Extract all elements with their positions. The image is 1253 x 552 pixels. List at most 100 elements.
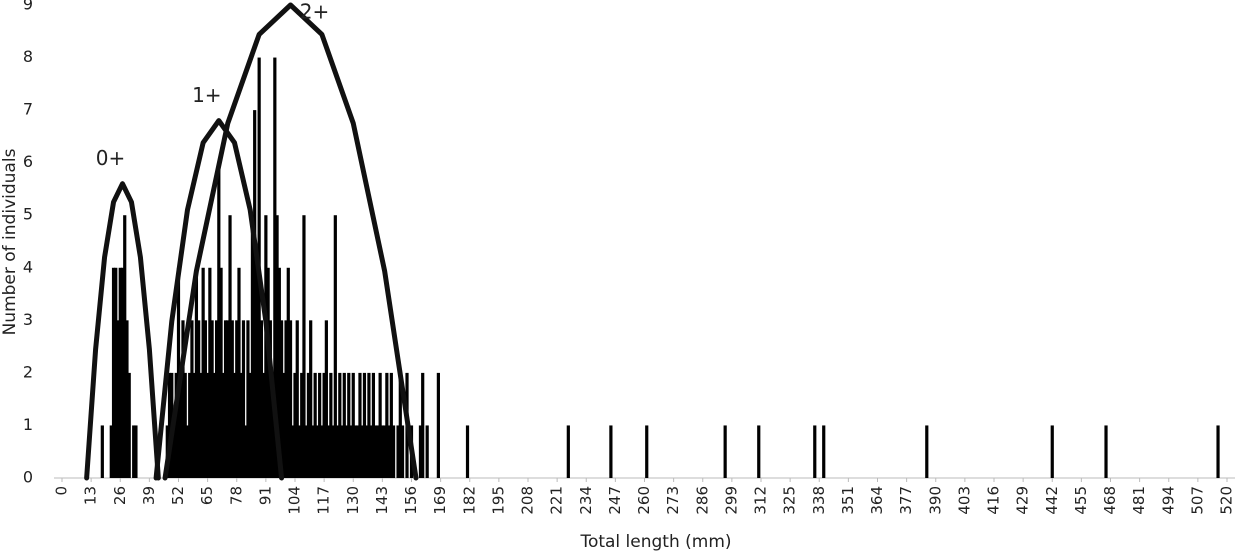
bar (228, 215, 232, 478)
bar (418, 425, 423, 478)
y-tick-label: 7 (23, 100, 33, 119)
bar (1104, 425, 1108, 478)
bar (566, 425, 570, 478)
bar (284, 320, 288, 478)
bar (306, 372, 311, 478)
bar (380, 425, 384, 478)
bar (421, 372, 425, 478)
bar (365, 425, 369, 478)
x-tick-label: 390 (926, 486, 944, 515)
bar (286, 267, 290, 478)
y-tick-label: 3 (23, 310, 33, 329)
bar (391, 425, 396, 478)
x-tick-label: 247 (606, 486, 624, 515)
bar (183, 372, 187, 478)
bar (324, 320, 328, 478)
bar (199, 372, 203, 478)
bar (351, 372, 355, 478)
x-tick-label: 520 (1218, 486, 1236, 515)
x-tick-label: 481 (1130, 486, 1148, 515)
bar (226, 320, 230, 478)
x-tick-label: 65 (198, 486, 216, 505)
bar (396, 425, 400, 478)
bar (347, 372, 351, 478)
x-tick-label: 91 (256, 486, 274, 505)
fitted-curve (84, 181, 161, 481)
bar (356, 425, 360, 478)
x-tick-label: 39 (140, 486, 158, 505)
bar (349, 425, 353, 478)
bar (367, 372, 371, 478)
bar (645, 425, 649, 478)
bar (383, 425, 387, 478)
y-axis-title: Number of individuals (0, 148, 20, 335)
bar (822, 425, 826, 478)
bar (342, 372, 346, 478)
bar (387, 425, 391, 478)
bar (288, 320, 293, 478)
bar (174, 372, 178, 478)
x-tick-label: 507 (1188, 486, 1206, 515)
bar (398, 372, 402, 478)
bar (192, 372, 196, 478)
bar (100, 425, 104, 478)
x-tick-label: 0 (53, 486, 71, 496)
x-tick-label: 338 (810, 486, 828, 515)
y-tick-label: 4 (23, 257, 33, 276)
bar (302, 215, 306, 478)
bar (1050, 425, 1054, 478)
bar (360, 425, 364, 478)
x-tick-label: 351 (839, 486, 857, 515)
bar (221, 372, 225, 478)
x-axis-title: Total length (mm) (579, 532, 731, 552)
bar (172, 425, 176, 478)
bar (212, 372, 216, 478)
x-tick-label: 169 (431, 486, 449, 515)
fitted-curve (153, 118, 285, 481)
bar (335, 425, 340, 478)
bar (322, 372, 326, 478)
bar (315, 425, 320, 478)
bar (369, 425, 373, 478)
bar (273, 57, 277, 479)
bar (344, 425, 349, 478)
x-tick-label: 312 (752, 486, 770, 515)
x-tick-label: 195 (489, 486, 507, 515)
bar (120, 267, 125, 478)
bar (609, 425, 613, 478)
bar (362, 372, 367, 478)
x-tick-label: 78 (227, 486, 245, 505)
bar (266, 267, 270, 478)
bar (353, 425, 358, 478)
bar (291, 425, 295, 478)
x-tick-label: 260 (635, 486, 653, 515)
curve-label: 2+ (300, 0, 329, 24)
bar (194, 267, 199, 478)
bar (340, 425, 344, 478)
bar (329, 372, 333, 478)
bar (304, 425, 308, 478)
bar (214, 320, 219, 478)
x-tick-label: 286 (693, 486, 711, 515)
bar (279, 320, 284, 478)
x-tick-label: 299 (722, 486, 740, 515)
x-tick-label: 442 (1043, 486, 1061, 515)
bar (385, 372, 389, 478)
x-tick-label: 117 (315, 486, 333, 515)
bar (132, 425, 136, 478)
x-tick-label: 221 (548, 486, 566, 515)
bar (331, 425, 335, 478)
bar (378, 372, 382, 478)
x-tick-label: 416 (985, 486, 1003, 515)
bar (237, 267, 241, 478)
x-tick-label: 364 (868, 486, 886, 515)
bar (223, 320, 228, 478)
bar (320, 425, 324, 478)
bar (127, 372, 131, 478)
bar (268, 320, 272, 478)
bar (206, 372, 210, 478)
x-tick-label: 273 (664, 486, 682, 515)
y-tick-label: 9 (23, 0, 33, 14)
x-tick-label: 325 (781, 486, 799, 515)
bar (179, 372, 183, 478)
